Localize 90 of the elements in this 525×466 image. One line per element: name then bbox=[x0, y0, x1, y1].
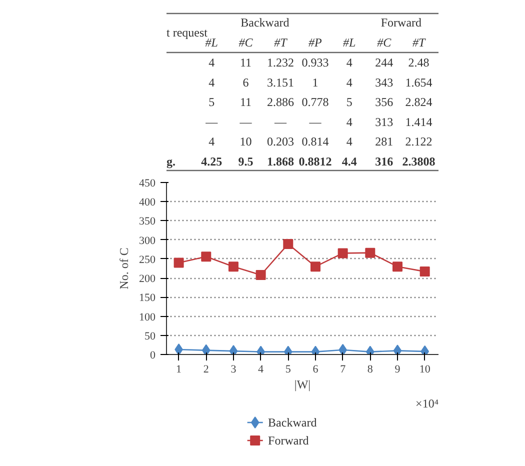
text: 4 bbox=[346, 114, 352, 129]
y-tick-label: 50 bbox=[144, 330, 156, 342]
y-tick-label: 100 bbox=[139, 311, 156, 324]
x-tick-label: 9 bbox=[394, 364, 401, 376]
text: 2.824 bbox=[405, 95, 432, 110]
point bbox=[283, 239, 294, 250]
text: — bbox=[308, 114, 322, 129]
text: 0.203 bbox=[266, 134, 294, 149]
text: 4 bbox=[346, 75, 352, 90]
y-tick-label: 200 bbox=[139, 273, 156, 286]
x-axis-title: |W| bbox=[294, 378, 311, 392]
text: ×10⁴ bbox=[416, 396, 438, 410]
point bbox=[393, 344, 402, 354]
text: 4.4 bbox=[342, 154, 357, 168]
text: 343 bbox=[375, 75, 394, 90]
point bbox=[338, 344, 347, 354]
text: g. bbox=[166, 154, 176, 168]
text: #C bbox=[377, 36, 392, 50]
text: 1.414 bbox=[405, 114, 432, 129]
x-tick-label: 7 bbox=[340, 364, 346, 376]
text: 1.232 bbox=[266, 56, 294, 70]
text: #P bbox=[308, 36, 323, 50]
text: 281 bbox=[375, 134, 394, 149]
text: 1.868 bbox=[266, 154, 294, 168]
text: 4 bbox=[346, 56, 352, 70]
y-tick-label: 450 bbox=[139, 178, 156, 190]
point bbox=[228, 262, 238, 272]
text: 0.814 bbox=[302, 134, 329, 149]
point bbox=[392, 262, 402, 272]
text: Forward bbox=[380, 16, 422, 30]
text: #T bbox=[274, 36, 288, 50]
text: 11 bbox=[240, 56, 252, 70]
y-tick-label: 250 bbox=[139, 254, 156, 266]
text: 2.122 bbox=[405, 134, 432, 149]
text: 5 bbox=[208, 95, 215, 110]
text: 4 bbox=[208, 134, 215, 149]
text: 244 bbox=[375, 56, 394, 70]
x-tick-label: 2 bbox=[203, 364, 209, 376]
text: — bbox=[204, 114, 219, 129]
text: 2.3808 bbox=[402, 154, 436, 168]
x-tick-label: 10 bbox=[419, 364, 431, 376]
legend-label: Backward bbox=[268, 416, 317, 430]
legend-label: Forward bbox=[268, 434, 309, 448]
y-tick-label: 350 bbox=[139, 216, 156, 228]
text: 2.886 bbox=[266, 95, 294, 110]
text: 4 bbox=[208, 75, 215, 90]
text: 0.933 bbox=[302, 56, 329, 70]
point bbox=[201, 252, 212, 262]
text: 10 bbox=[240, 134, 252, 149]
text: 5 bbox=[346, 95, 352, 110]
text: 3.151 bbox=[266, 75, 294, 90]
x-tick-label: 1 bbox=[176, 364, 182, 376]
point bbox=[202, 344, 210, 354]
text: 4.25 bbox=[201, 154, 222, 168]
text: 11 bbox=[240, 95, 252, 110]
text: 356 bbox=[375, 95, 394, 110]
x-tick-label: 6 bbox=[312, 364, 319, 376]
point bbox=[338, 248, 348, 258]
y-axis-title: No. of C bbox=[117, 248, 131, 290]
text: 0.8812 bbox=[298, 154, 332, 168]
text: 313 bbox=[375, 114, 394, 129]
x-tick-label: 4 bbox=[258, 364, 264, 376]
text: 4 bbox=[346, 134, 352, 149]
text: #C bbox=[238, 36, 254, 50]
text: 9.5 bbox=[238, 154, 254, 168]
y-tick-label: 300 bbox=[139, 234, 156, 247]
point bbox=[420, 266, 430, 277]
text: Backward bbox=[240, 16, 290, 30]
text: 316 bbox=[375, 154, 394, 168]
point bbox=[174, 258, 184, 268]
text: #T bbox=[412, 36, 426, 50]
text: 4 bbox=[208, 56, 215, 70]
text: 0.778 bbox=[302, 95, 329, 110]
text: — bbox=[273, 114, 288, 129]
x-tick-label: 8 bbox=[367, 364, 374, 376]
text: 1 bbox=[312, 75, 318, 90]
y-tick-label: 150 bbox=[139, 292, 156, 304]
point bbox=[174, 344, 183, 354]
y-tick-label: 400 bbox=[139, 196, 156, 209]
text: 2.48 bbox=[408, 56, 430, 70]
y-tick-label: 0 bbox=[150, 350, 156, 362]
text: #L bbox=[343, 36, 356, 50]
x-tick-label: 5 bbox=[285, 364, 292, 376]
point bbox=[310, 262, 320, 272]
text: — bbox=[238, 114, 253, 129]
x-tick-label: 3 bbox=[230, 364, 237, 376]
text: 1.654 bbox=[405, 75, 432, 90]
point bbox=[256, 270, 266, 280]
point bbox=[365, 248, 376, 258]
text: 6 bbox=[242, 75, 249, 90]
